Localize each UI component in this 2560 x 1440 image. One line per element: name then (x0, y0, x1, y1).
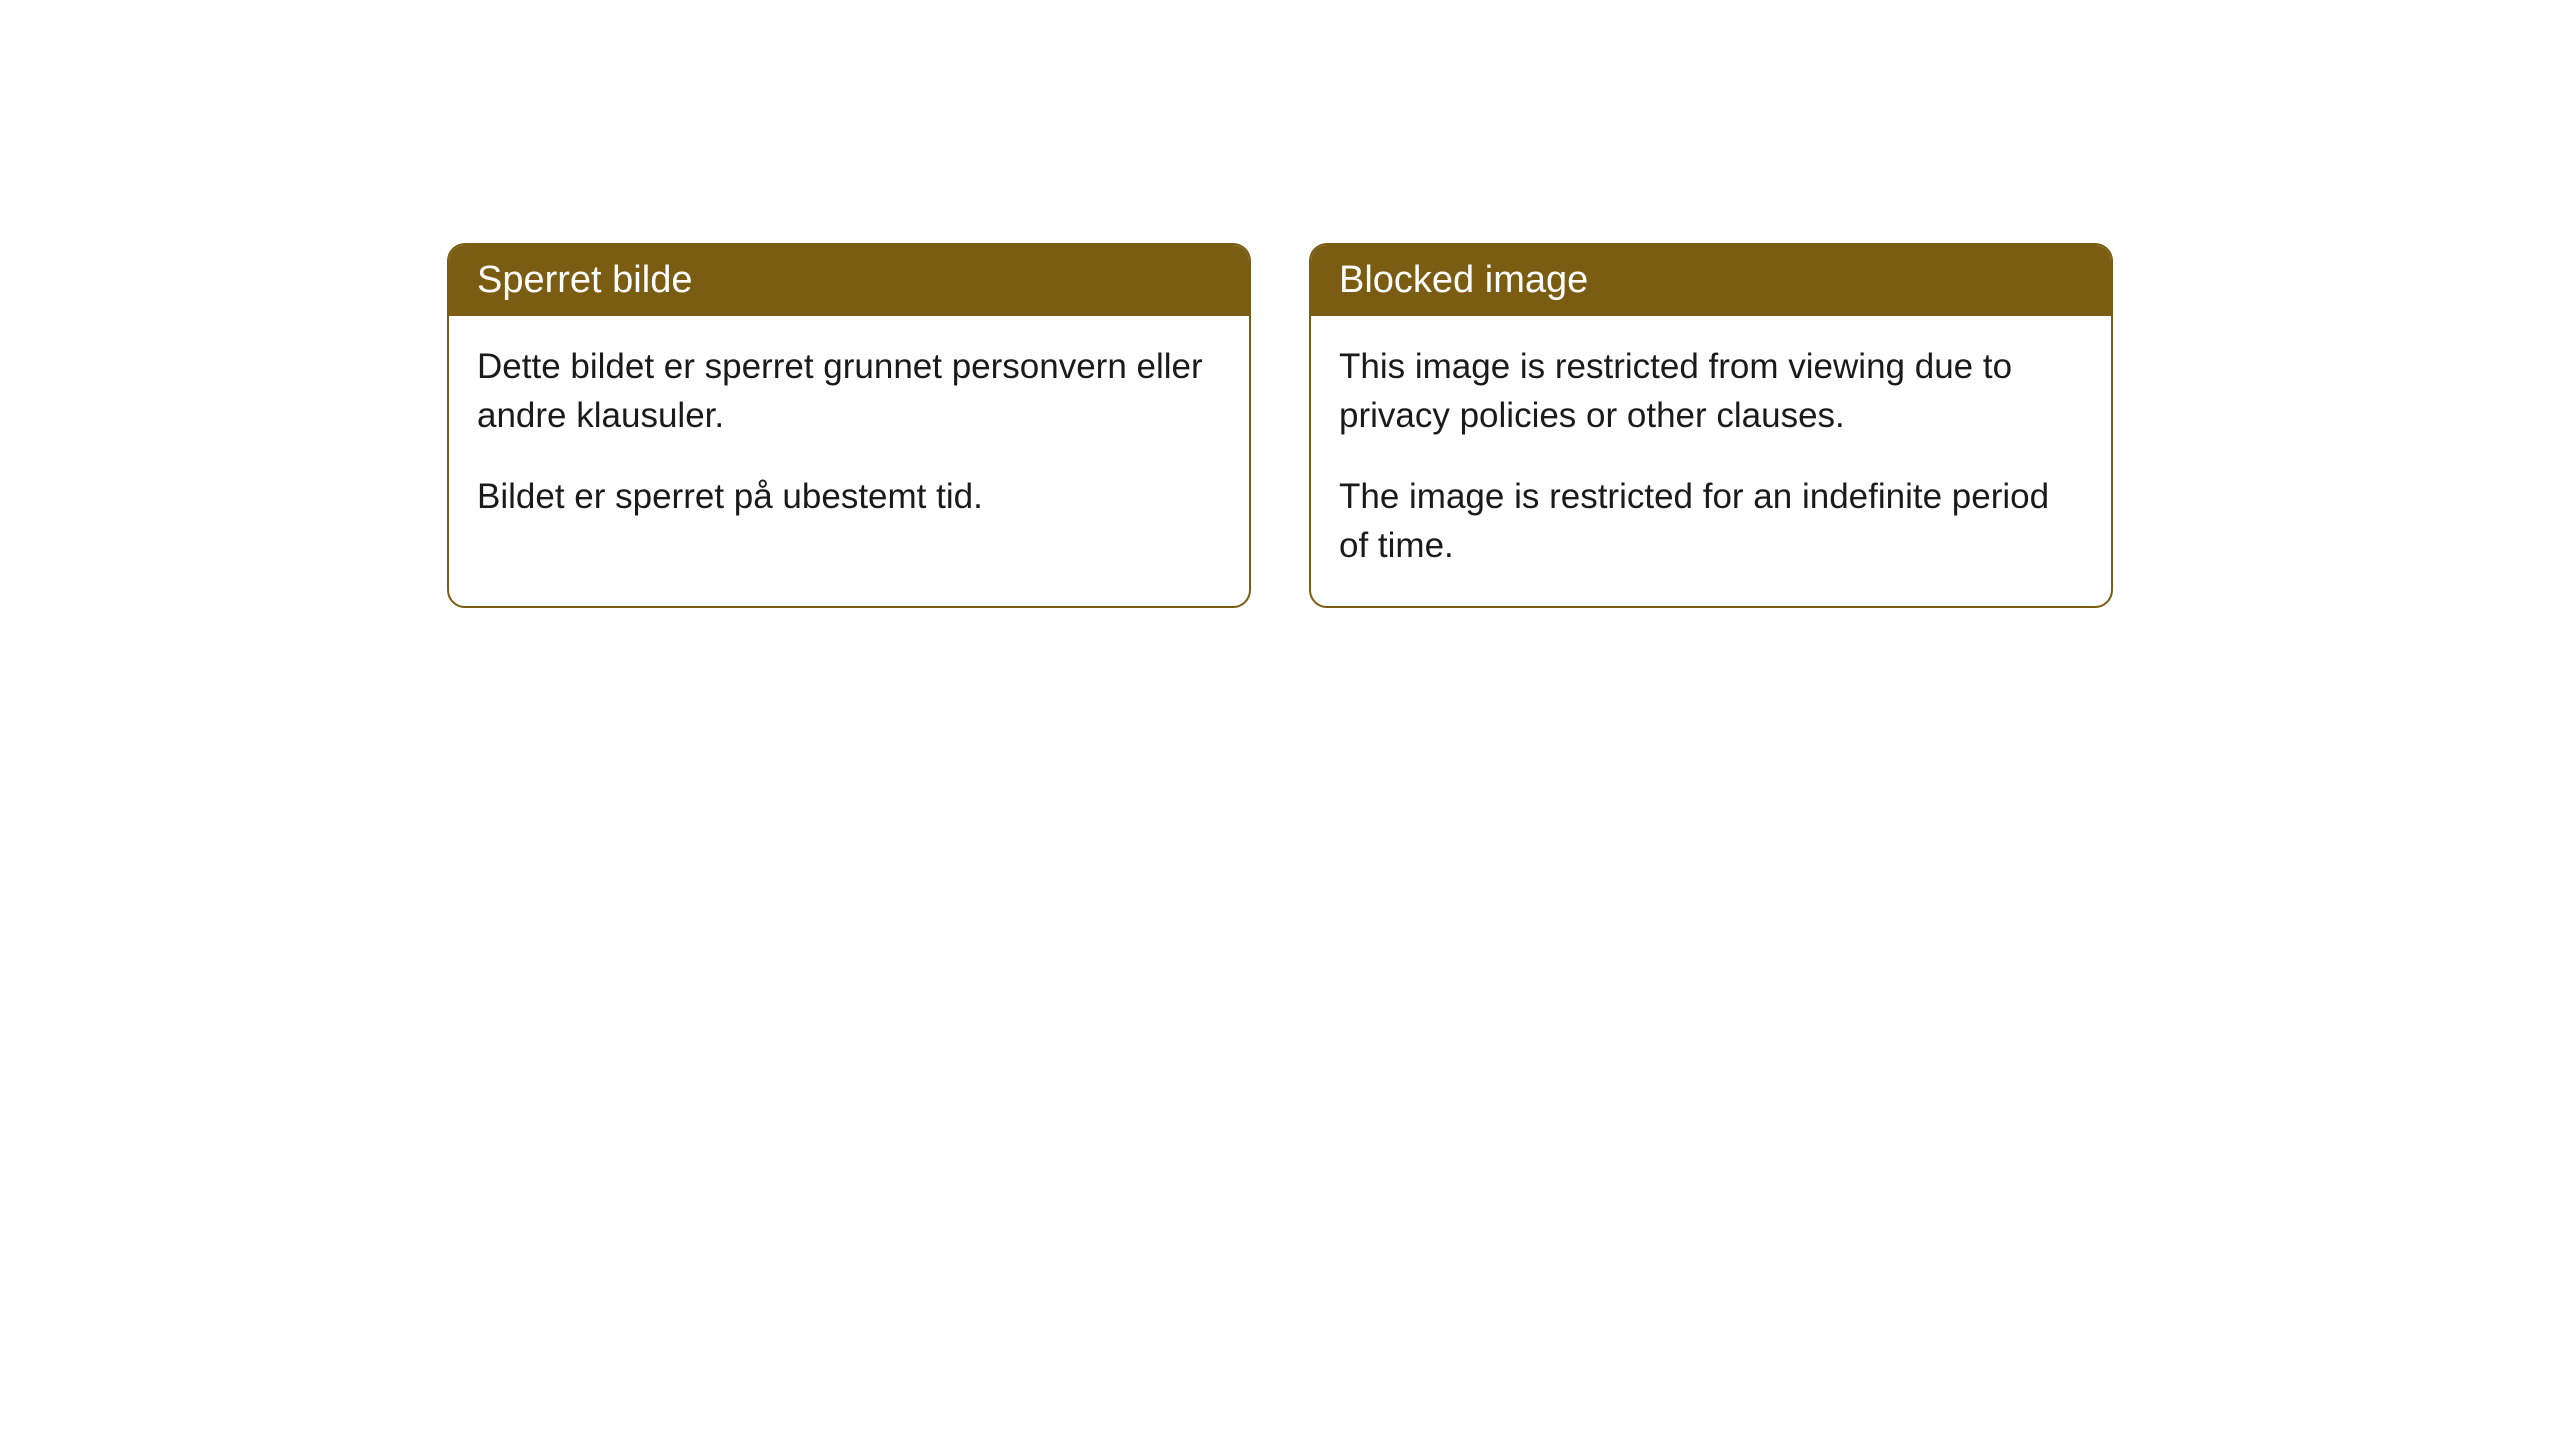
card-header-english: Blocked image (1311, 245, 2111, 316)
card-body-english: This image is restricted from viewing du… (1311, 316, 2111, 606)
cards-container: Sperret bilde Dette bildet er sperret gr… (447, 243, 2113, 608)
card-paragraph-1-norwegian: Dette bildet er sperret grunnet personve… (477, 342, 1221, 440)
card-paragraph-1-english: This image is restricted from viewing du… (1339, 342, 2083, 440)
card-norwegian: Sperret bilde Dette bildet er sperret gr… (447, 243, 1251, 608)
card-title-norwegian: Sperret bilde (477, 259, 692, 301)
card-paragraph-2-norwegian: Bildet er sperret på ubestemt tid. (477, 472, 1221, 521)
card-header-norwegian: Sperret bilde (449, 245, 1249, 316)
card-body-norwegian: Dette bildet er sperret grunnet personve… (449, 316, 1249, 557)
card-paragraph-2-english: The image is restricted for an indefinit… (1339, 472, 2083, 570)
card-title-english: Blocked image (1339, 259, 1588, 301)
card-english: Blocked image This image is restricted f… (1309, 243, 2113, 608)
